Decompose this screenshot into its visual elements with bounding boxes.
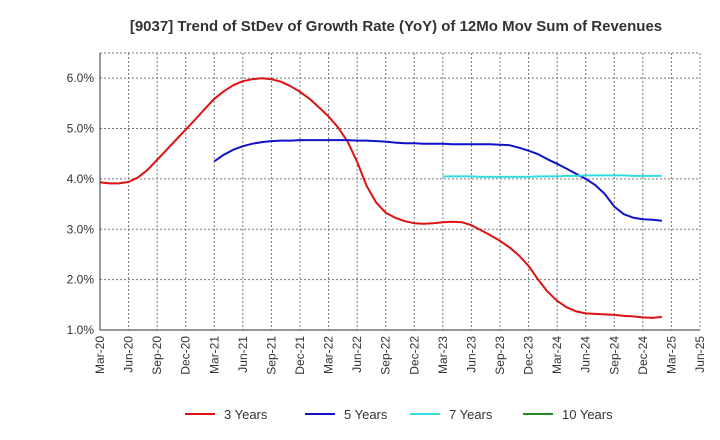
y-tick-label: 1.0% bbox=[67, 323, 95, 337]
legend-label-10-years: 10 Years bbox=[562, 407, 613, 422]
x-tick-label: Mar-24 bbox=[550, 336, 564, 374]
x-tick-label: Mar-22 bbox=[322, 336, 336, 374]
x-tick-label: Dec-20 bbox=[179, 336, 193, 375]
x-tick-label: Dec-24 bbox=[636, 336, 650, 375]
y-tick-label: 2.0% bbox=[67, 273, 95, 287]
x-tick-label: Sep-24 bbox=[607, 336, 621, 375]
x-tick-label: Jun-25 bbox=[693, 336, 707, 373]
y-tick-label: 3.0% bbox=[67, 222, 95, 236]
chart-title: [9037] Trend of StDev of Growth Rate (Yo… bbox=[130, 18, 662, 35]
series-line-7-years bbox=[442, 174, 662, 178]
y-tick-label: 6.0% bbox=[67, 71, 95, 85]
x-tick-label: Sep-21 bbox=[264, 336, 278, 375]
legend: 3 Years 5 Years 7 Years 10 Years bbox=[185, 407, 613, 422]
x-tick-label: Jun-24 bbox=[579, 336, 593, 373]
x-tick-label: Mar-20 bbox=[93, 336, 107, 374]
x-tick-label: Mar-23 bbox=[436, 336, 450, 374]
x-tick-label: Jun-21 bbox=[236, 336, 250, 373]
axes: 1.0% 2.0% 3.0% 4.0% 5.0% 6.0% Mar-20 Jun-20 Sep-… bbox=[67, 53, 707, 375]
legend-label-3-years: 3 Years bbox=[224, 407, 268, 422]
x-tick-label: Jun-20 bbox=[122, 336, 136, 373]
y-tick-label: 4.0% bbox=[67, 172, 95, 186]
x-tick-label: Jun-23 bbox=[464, 336, 478, 373]
series-lines bbox=[99, 77, 663, 319]
x-tick-label: Sep-22 bbox=[379, 336, 393, 375]
x-tick-label: Sep-20 bbox=[150, 336, 164, 375]
legend-label-7-years: 7 Years bbox=[449, 407, 493, 422]
x-tick-label: Mar-21 bbox=[207, 336, 221, 374]
legend-label-5-years: 5 Years bbox=[344, 407, 388, 422]
x-tick-label: Dec-23 bbox=[522, 336, 536, 375]
x-tick-label: Mar-25 bbox=[664, 336, 678, 374]
series-line-5-years bbox=[213, 139, 663, 222]
x-tick-label: Jun-22 bbox=[350, 336, 364, 373]
x-tick-label: Dec-21 bbox=[293, 336, 307, 375]
x-tick-label: Sep-23 bbox=[493, 336, 507, 375]
series-line-3-years bbox=[99, 77, 663, 319]
y-tick-label: 5.0% bbox=[67, 122, 95, 136]
x-tick-label: Dec-22 bbox=[407, 336, 421, 375]
grid bbox=[99, 52, 701, 331]
